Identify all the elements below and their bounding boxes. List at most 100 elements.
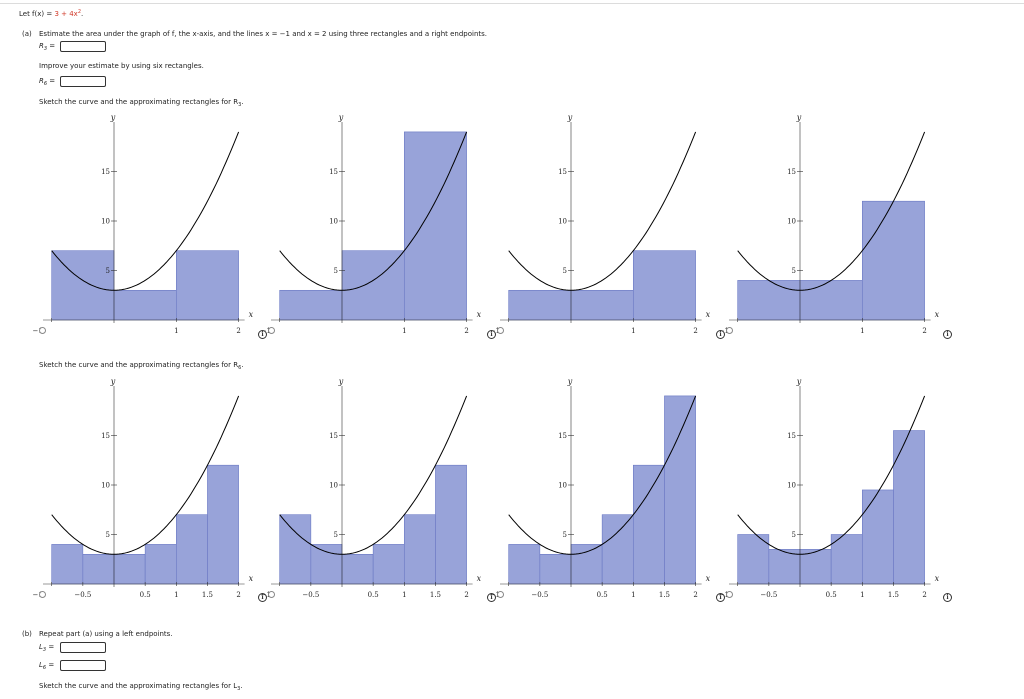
info-icon[interactable]: i [716,330,725,339]
approx-rectangle [893,430,925,585]
part-b-label: (b) [22,630,32,638]
x-tick-label: 1 [860,591,864,599]
x-tick-label: 1.5 [888,591,899,599]
approx-rectangle [799,549,832,585]
y-tick-label: 15 [787,432,796,440]
x-tick-label: 2 [693,591,697,599]
approx-rectangle [632,250,696,321]
y-axis-label: y [567,113,573,122]
info-icon[interactable]: i [716,593,725,602]
approx-rectangle [51,544,84,585]
info-icon[interactable]: i [943,330,952,339]
function-expression: 3 + 4x [54,10,78,18]
x-tick-label: 0.5 [826,591,837,599]
x-tick-label: 2 [236,327,240,335]
approx-rectangle [830,534,863,585]
sketch-r3-text: Sketch the curve and the approximating r… [39,98,244,108]
y-tick-label: 5 [334,531,338,539]
y-tick-label: 10 [558,218,567,226]
graph-r6-option-1: 5 10 15 −1 −0.5 0.5 1 1.5 2 x y [33,377,254,599]
y-axis-label: y [110,377,116,386]
l6-answer-input[interactable] [60,660,106,671]
part-a-label: (a) [22,30,32,38]
y-tick-label: 5 [792,531,796,539]
x-tick-label: 1 [402,327,406,335]
function-curve [51,395,240,555]
y-tick-label: 10 [787,218,796,226]
y-tick-label: 10 [787,482,796,490]
part-a-instruction: Estimate the area under the graph of f, … [39,30,488,38]
approx-rectangle [82,553,115,585]
r3-answer-input[interactable] [60,41,106,52]
problem-suffix: . [81,10,84,18]
approx-rectangle [861,200,925,321]
x-tick-label: 2 [464,327,468,335]
y-tick-label: 15 [329,168,338,176]
info-icon[interactable]: i [487,593,496,602]
improve-estimate-text: Improve your estimate by using six recta… [39,62,204,70]
y-tick-label: 15 [101,168,110,176]
info-icon[interactable]: i [258,330,267,339]
sketch-l3-text: Sketch the curve and the approximating r… [39,682,243,692]
y-tick-label: 15 [101,432,110,440]
y-tick-label: 10 [329,482,338,490]
approx-rectangle [664,395,696,585]
approx-rectangle [310,544,343,585]
info-icon[interactable]: i [943,593,952,602]
approx-rectangle [279,514,312,585]
y-tick-label: 10 [329,218,338,226]
radio-r3-option-4[interactable] [726,327,733,334]
x-axis-label: x [477,310,482,319]
radio-r6-option-1[interactable] [39,591,46,598]
approx-rectangle [768,549,801,585]
x-tick-label: 0.5 [140,591,151,599]
info-icon[interactable]: i [258,593,267,602]
l3-answer-input[interactable] [60,642,106,653]
info-icon[interactable]: i [487,330,496,339]
y-tick-label: 10 [101,482,110,490]
approx-rectangle [176,514,208,585]
approx-rectangle [508,289,572,321]
x-tick-label: −0.5 [74,591,91,599]
r6-label: R6 = [39,77,56,87]
y-axis-label: y [338,377,344,386]
function-curve [279,395,468,555]
x-tick-label: −0.5 [760,591,777,599]
function-curve [737,395,926,555]
r6-answer-input[interactable] [60,76,106,87]
y-tick-label: 10 [101,218,110,226]
x-tick-label: 0.5 [597,591,608,599]
y-tick-label: 5 [563,267,567,275]
x-tick-label: 1 [174,327,178,335]
approx-rectangle [207,464,239,585]
sketch-r6-text: Sketch the curve and the approximating r… [39,361,244,371]
x-axis-label: x [935,310,940,319]
y-axis-label: y [110,113,116,122]
radio-r3-option-1[interactable] [39,327,46,334]
radio-r3-option-3[interactable] [497,327,504,334]
radio-r6-option-2[interactable] [268,591,275,598]
x-axis-label: x [935,574,940,583]
radio-r6-option-4[interactable] [726,591,733,598]
radio-r6-option-3[interactable] [497,591,504,598]
approx-rectangle [176,250,239,321]
l6-label: L6 = [39,661,55,671]
approx-rectangle [632,464,665,585]
approx-rectangle [861,489,894,585]
x-tick-label: 0.5 [368,591,379,599]
approx-rectangle [601,514,634,585]
approx-rectangle [737,280,801,321]
radio-r3-option-2[interactable] [268,327,275,334]
x-tick-label: 2 [922,327,926,335]
approx-rectangle [570,544,603,585]
y-tick-label: 5 [792,267,796,275]
x-tick-label: −0.5 [531,591,548,599]
problem-statement: Let f(x) = 3 + 4x2. [19,8,83,19]
x-tick-label: 1.5 [430,591,441,599]
x-axis-label: x [249,310,254,319]
function-curve [508,131,697,291]
x-tick-label: 2 [922,591,926,599]
